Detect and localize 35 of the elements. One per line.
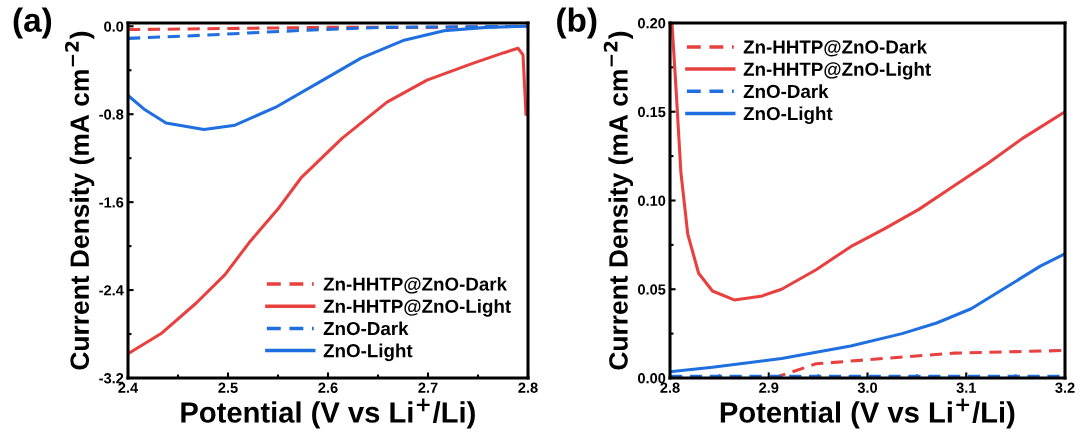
x-tick-label: 3.2 bbox=[1055, 382, 1075, 393]
x-axis-title: Potential (V vs Li$^{+}$/Li) bbox=[720, 398, 1015, 429]
x-tick-label: 2.4 bbox=[118, 382, 139, 393]
y-tick-label: 0.05 bbox=[638, 284, 666, 295]
x-tick-label: 2.8 bbox=[518, 382, 538, 393]
line-series bbox=[670, 252, 1065, 374]
legend-label: Zn-HHTP@ZnO-Dark bbox=[743, 39, 928, 57]
x-tick-label: 2.5 bbox=[218, 382, 238, 393]
chart-title: (b) bbox=[557, 7, 597, 39]
y-tick-label: 0.10 bbox=[638, 195, 666, 206]
y-tick-label: 0.15 bbox=[638, 106, 666, 118]
x-tick-label: 2.9 bbox=[759, 382, 779, 393]
legend-label: ZnO-Light bbox=[743, 106, 833, 125]
x-tick-label: 2.6 bbox=[318, 382, 338, 393]
x-axis-title: Potential (V vs Li$^{+}$/Li) bbox=[181, 398, 475, 429]
y-tick-label: -2.4 bbox=[99, 285, 124, 296]
y-tick-label: -1.6 bbox=[99, 197, 124, 208]
legend-label: ZnO-Dark bbox=[323, 321, 409, 336]
x-tick-label: 3.1 bbox=[956, 382, 976, 393]
x-tick-label: 2.7 bbox=[418, 382, 438, 393]
y-tick-label: 0.00 bbox=[638, 373, 666, 384]
y-tick-label: 0.20 bbox=[638, 18, 666, 29]
legend-label: ZnO-Dark bbox=[743, 84, 829, 99]
x-tick-label: 3.0 bbox=[857, 382, 878, 393]
legend-label: Zn-HHTP@ZnO-Light bbox=[743, 62, 931, 80]
x-tick-label: 2.8 bbox=[660, 382, 680, 393]
legend-label: ZnO-Light bbox=[323, 343, 413, 362]
y-tick-label: 0.0 bbox=[104, 21, 124, 32]
chart-title: (a) bbox=[13, 7, 52, 39]
y-tick-label: -3.2 bbox=[99, 373, 124, 384]
y-axis-title: Current Density (mA cm$^{−2}$) bbox=[64, 31, 95, 370]
y-axis-title: Current Density (mA cm$^{−2}$) bbox=[603, 31, 634, 370]
legend-label: Zn-HHTP@ZnO-Light bbox=[323, 299, 511, 317]
y-tick-label: -0.8 bbox=[99, 109, 124, 120]
legend-label: Zn-HHTP@ZnO-Dark bbox=[323, 276, 508, 294]
